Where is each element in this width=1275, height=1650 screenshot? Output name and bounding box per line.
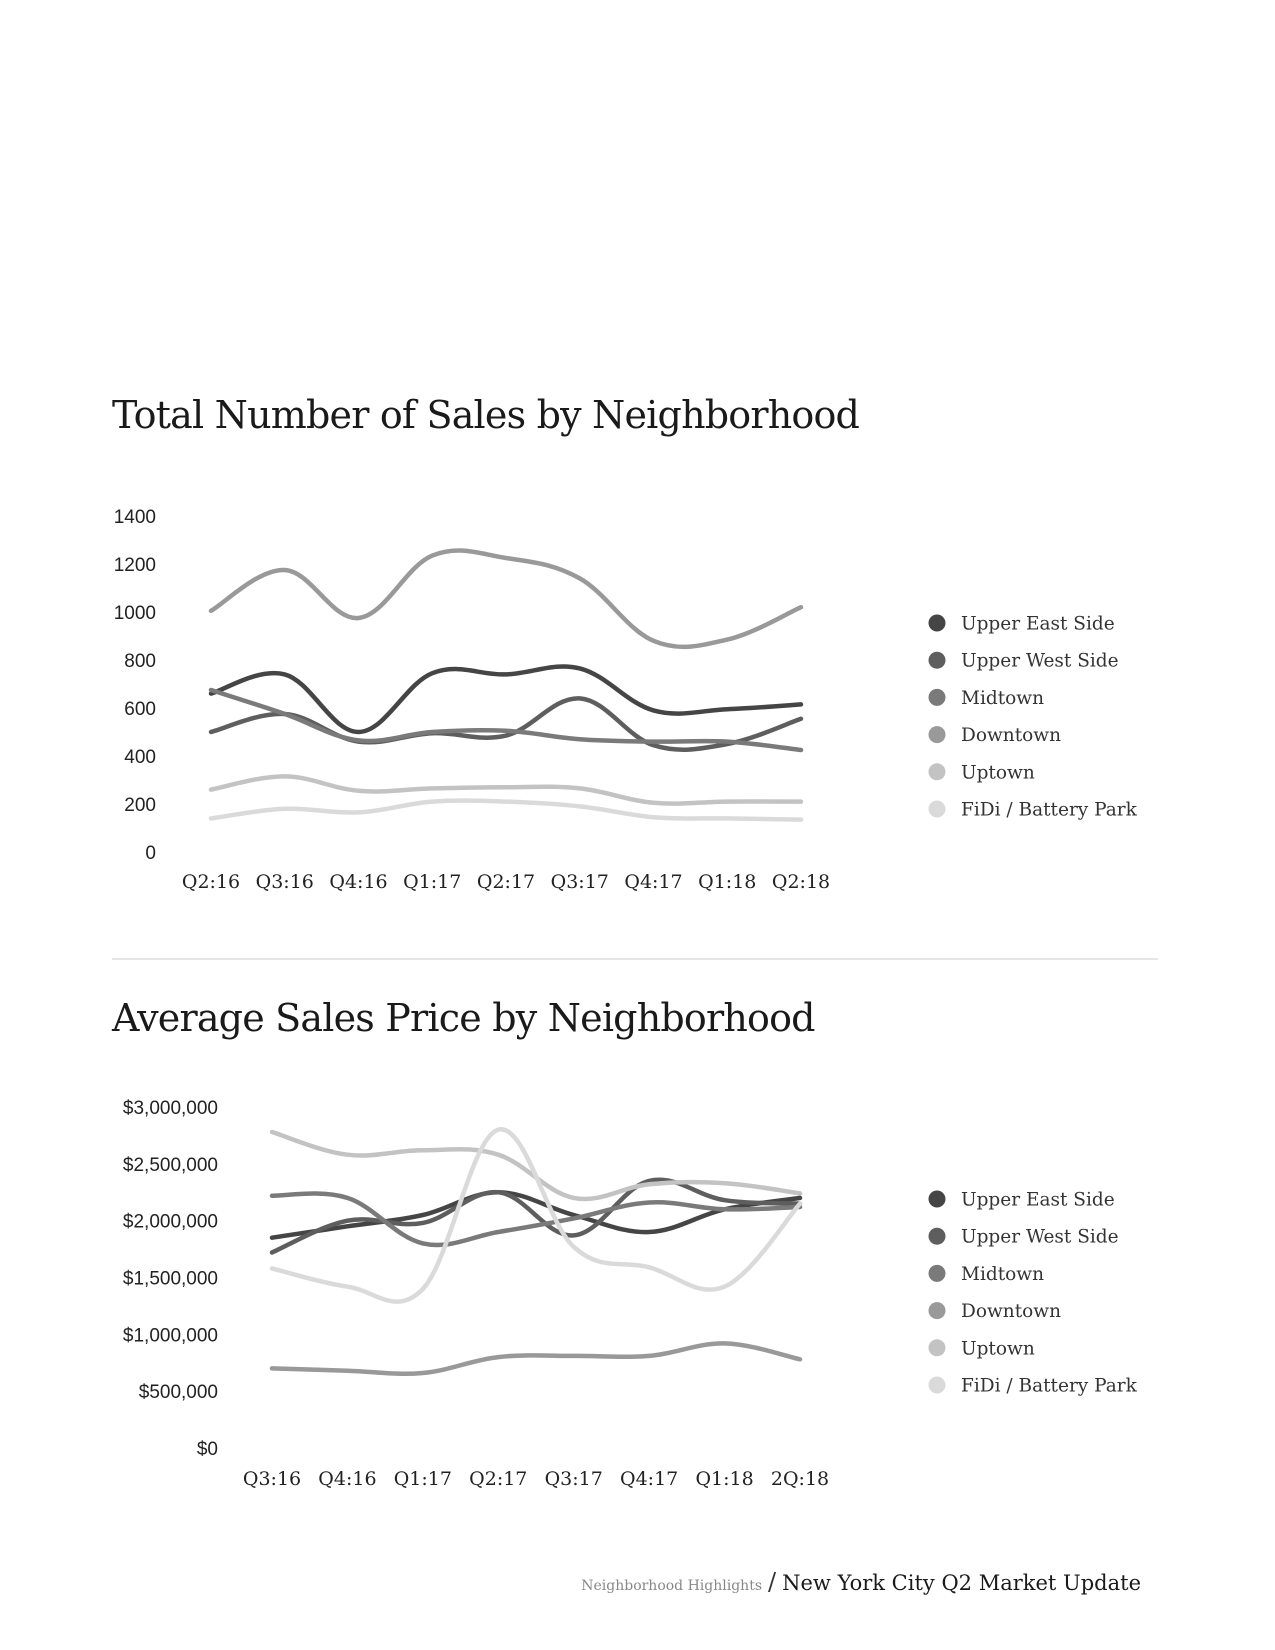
legend-swatch-midtown: [928, 1264, 946, 1282]
y-tick-label: $2,500,000: [123, 1155, 218, 1176]
legend-label-upper-west-side: Upper West Side: [961, 1227, 1119, 1248]
legend-swatch-uptown: [928, 1339, 946, 1357]
legend-label-midtown: Midtown: [961, 1264, 1044, 1285]
x-tick-label: 2Q:18: [771, 1468, 829, 1490]
legend-label-downtown: Downtown: [961, 725, 1061, 746]
x-tick-label: Q3:17: [551, 871, 609, 893]
y-tick-label: 0: [145, 843, 156, 864]
average-price-line-chart: $0 $500,000 $1,000,000 $1,500,000 $2,000,000…: [123, 1098, 1138, 1490]
series-line-upper-east-side: [269, 1190, 803, 1240]
page-footer: Neighborhood Highlights / New York City Q2…: [581, 1568, 1141, 1596]
legend-swatch-downtown: [928, 1302, 946, 1320]
x-tick-label: Q1:18: [695, 1468, 753, 1490]
x-tick-label: Q2:18: [772, 871, 830, 893]
y-tick-label: 1400: [114, 507, 156, 528]
legend-swatch-downtown: [928, 726, 946, 744]
series-line-downtown: [208, 548, 804, 650]
legend-label-uptown: Uptown: [961, 762, 1035, 783]
legend-swatch-fidi-battery-park: [928, 800, 946, 818]
x-tick-label: Q2:17: [469, 1468, 527, 1490]
series-line-fidi-battery-park: [208, 798, 804, 822]
series-line-upper-west-side: [269, 1177, 803, 1255]
legend-swatch-uptown: [928, 763, 946, 781]
series-line-uptown: [208, 774, 804, 806]
x-tick-label: Q4:16: [318, 1468, 376, 1490]
legend-label-uptown: Uptown: [961, 1338, 1035, 1359]
legend-label-upper-west-side: Upper West Side: [961, 651, 1119, 672]
y-tick-label: $2,000,000: [123, 1212, 218, 1233]
y-tick-label: 200: [124, 795, 156, 816]
legend-label-midtown: Midtown: [961, 688, 1044, 709]
footer-section-name: Neighborhood Highlights: [581, 1578, 763, 1594]
legend-swatch-upper-east-side: [928, 1190, 946, 1208]
y-tick-label: 1200: [114, 555, 156, 576]
x-tick-label: Q4:17: [624, 871, 682, 893]
legend-label-fidi-battery-park: FiDi / Battery Park: [961, 800, 1138, 821]
x-tick-label: Q2:17: [477, 871, 535, 893]
series-line-fidi-battery-park: [269, 1127, 803, 1304]
legend-swatch-fidi-battery-park: [928, 1376, 946, 1394]
y-tick-label: $3,000,000: [123, 1098, 218, 1119]
series-line-uptown: [269, 1129, 803, 1202]
footer-document-title: New York City Q2 Market Update: [782, 1571, 1141, 1595]
y-tick-label: 800: [124, 651, 156, 672]
y-tick-label: $1,000,000: [123, 1325, 218, 1346]
x-tick-label: Q3:16: [256, 871, 314, 893]
x-tick-label: Q4:16: [329, 871, 387, 893]
chart-title-total-sales: Total Number of Sales by Neighborhood: [112, 393, 860, 437]
x-tick-label: Q4:17: [620, 1468, 678, 1490]
x-tick-label: Q3:17: [545, 1468, 603, 1490]
x-tick-label: Q1:17: [403, 871, 461, 893]
legend-label-downtown: Downtown: [961, 1301, 1061, 1322]
legend-label-fidi-battery-park: FiDi / Battery Park: [961, 1376, 1138, 1397]
series-line-upper-west-side: [208, 696, 804, 752]
series-line-midtown: [208, 687, 804, 753]
legend-swatch-upper-east-side: [928, 614, 946, 632]
x-tick-label: Q1:17: [394, 1468, 452, 1490]
total-sales-line-chart: 0 200 400 600 800 1000 1200 1400 Q2:16 Q3:16 Q4:16…: [114, 507, 1138, 893]
y-tick-label: 400: [124, 747, 156, 768]
legend-label-upper-east-side: Upper East Side: [961, 614, 1115, 635]
series-line-midtown: [269, 1191, 803, 1248]
legend-swatch-midtown: [928, 688, 946, 706]
legend-swatch-upper-west-side: [928, 651, 946, 669]
series-line-upper-east-side: [208, 664, 804, 735]
section-divider: [112, 958, 1158, 960]
x-tick-label: Q2:16: [182, 871, 240, 893]
y-tick-label: 1000: [114, 603, 156, 624]
y-tick-label: 600: [124, 699, 156, 720]
series-line-downtown: [269, 1341, 803, 1377]
y-tick-label: $1,500,000: [123, 1269, 218, 1290]
footer-separator: /: [768, 1568, 777, 1596]
y-tick-label: $500,000: [139, 1382, 218, 1403]
chart-title-average-price: Average Sales Price by Neighborhood: [112, 996, 816, 1040]
x-tick-label: Q1:18: [698, 871, 756, 893]
y-tick-label: $0: [197, 1439, 218, 1460]
legend-swatch-upper-west-side: [928, 1227, 946, 1245]
x-tick-label: Q3:16: [243, 1468, 301, 1490]
legend-label-upper-east-side: Upper East Side: [961, 1190, 1115, 1211]
